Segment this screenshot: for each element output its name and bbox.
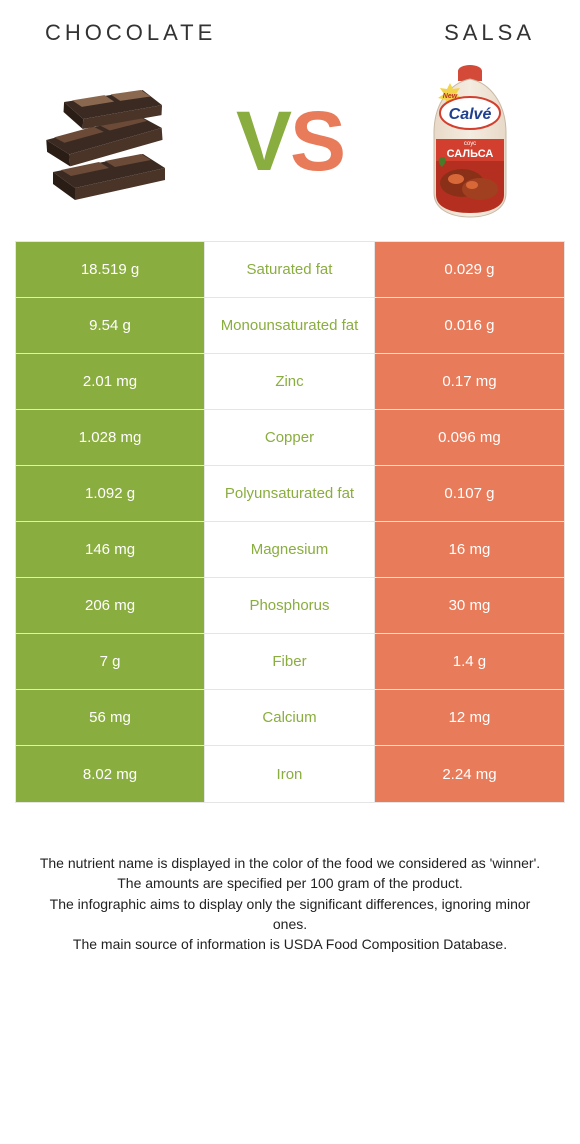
cell-nutrient-label: Polyunsaturated fat <box>205 466 375 521</box>
table-row: 1.028 mgCopper0.096 mg <box>16 410 564 466</box>
cell-nutrient-label: Calcium <box>205 690 375 745</box>
table-row: 2.01 mgZinc0.17 mg <box>16 354 564 410</box>
cell-right-value: 0.016 g <box>375 298 564 353</box>
table-row: 146 mgMagnesium16 mg <box>16 522 564 578</box>
cell-right-value: 16 mg <box>375 522 564 577</box>
nutrient-table: 18.519 gSaturated fat0.029 g9.54 gMonoun… <box>15 241 565 803</box>
chocolate-icon <box>35 76 185 206</box>
cell-right-value: 0.107 g <box>375 466 564 521</box>
footer-notes: The nutrient name is displayed in the co… <box>15 803 565 954</box>
footer-line-4: The main source of information is USDA F… <box>35 934 545 954</box>
vs-s: S <box>290 93 344 190</box>
cell-right-value: 30 mg <box>375 578 564 633</box>
cell-right-value: 12 mg <box>375 690 564 745</box>
cell-left-value: 56 mg <box>16 690 205 745</box>
table-row: 9.54 gMonounsaturated fat0.016 g <box>16 298 564 354</box>
vs-label: VS <box>236 93 344 190</box>
table-row: 7 gFiber1.4 g <box>16 634 564 690</box>
cell-left-value: 9.54 g <box>16 298 205 353</box>
cell-right-value: 1.4 g <box>375 634 564 689</box>
vs-v: V <box>236 93 290 190</box>
header-title-left: CHOCOLATE <box>45 20 216 46</box>
table-row: 18.519 gSaturated fat0.029 g <box>16 242 564 298</box>
salsa-brand-text: Calvé <box>449 106 492 123</box>
table-row: 8.02 mgIron2.24 mg <box>16 746 564 802</box>
header-title-right: SALSA <box>444 20 535 46</box>
cell-left-value: 206 mg <box>16 578 205 633</box>
header: CHOCOLATE SALSA <box>15 20 565 56</box>
salsa-icon: New Calvé соус САЛЬСА <box>410 61 530 221</box>
cell-nutrient-label: Phosphorus <box>205 578 375 633</box>
table-row: 206 mgPhosphorus30 mg <box>16 578 564 634</box>
cell-left-value: 1.092 g <box>16 466 205 521</box>
cell-nutrient-label: Fiber <box>205 634 375 689</box>
table-row: 56 mgCalcium12 mg <box>16 690 564 746</box>
cell-nutrient-label: Copper <box>205 410 375 465</box>
cell-nutrient-label: Iron <box>205 746 375 802</box>
cell-left-value: 1.028 mg <box>16 410 205 465</box>
cell-right-value: 2.24 mg <box>375 746 564 802</box>
cell-right-value: 0.096 mg <box>375 410 564 465</box>
infographic-container: CHOCOLATE SALSA <box>0 0 580 974</box>
cell-nutrient-label: Monounsaturated fat <box>205 298 375 353</box>
cell-left-value: 18.519 g <box>16 242 205 297</box>
cell-nutrient-label: Saturated fat <box>205 242 375 297</box>
footer-line-2: The amounts are specified per 100 gram o… <box>35 873 545 893</box>
cell-left-value: 8.02 mg <box>16 746 205 802</box>
cell-left-value: 146 mg <box>16 522 205 577</box>
hero-row: VS New <box>15 56 565 241</box>
cell-right-value: 0.029 g <box>375 242 564 297</box>
cell-left-value: 2.01 mg <box>16 354 205 409</box>
cell-left-value: 7 g <box>16 634 205 689</box>
table-row: 1.092 gPolyunsaturated fat0.107 g <box>16 466 564 522</box>
svg-text:соус: соус <box>464 141 476 147</box>
chocolate-image <box>35 66 185 216</box>
cell-nutrient-label: Magnesium <box>205 522 375 577</box>
cell-nutrient-label: Zinc <box>205 354 375 409</box>
footer-line-3: The infographic aims to display only the… <box>35 894 545 935</box>
cell-right-value: 0.17 mg <box>375 354 564 409</box>
salsa-image: New Calvé соус САЛЬСА <box>395 66 545 216</box>
footer-line-1: The nutrient name is displayed in the co… <box>35 853 545 873</box>
salsa-product-text: САЛЬСА <box>447 148 494 160</box>
